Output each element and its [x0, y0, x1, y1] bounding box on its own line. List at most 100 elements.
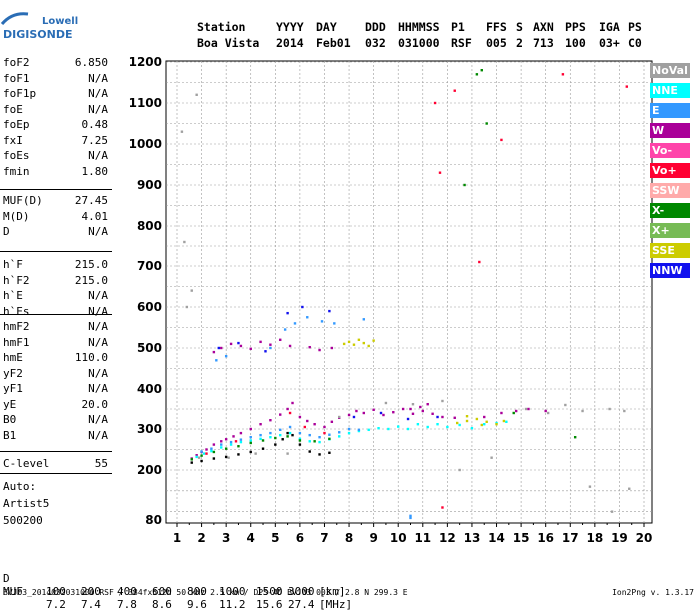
data-point: [308, 440, 311, 443]
data-point: [286, 407, 289, 411]
param-name: hmF1: [3, 335, 30, 349]
param-name: fxI: [3, 133, 23, 147]
data-point: [328, 451, 331, 454]
logo-swoosh: [0, 12, 29, 25]
header-value: 2: [516, 36, 523, 50]
data-point: [298, 443, 302, 446]
data-point: [220, 440, 223, 443]
distance-value: 3000: [288, 585, 315, 598]
param-name: foEs: [3, 149, 30, 162]
distance-row: D 100 200 400 600 800 1000 1500 3000 [km]: [3, 559, 346, 598]
data-point: [183, 240, 186, 244]
distance-value: 1000: [219, 585, 246, 598]
param-value: N/A: [88, 102, 108, 116]
data-point: [421, 409, 424, 413]
data-point: [527, 407, 530, 411]
data-point: [239, 438, 243, 441]
data-point: [318, 348, 321, 352]
data-point: [269, 343, 272, 346]
data-point: [298, 431, 302, 435]
param-value: 7.25: [81, 133, 109, 147]
legend-item: NNE: [650, 83, 690, 98]
y-tick-label: 1100: [129, 96, 162, 110]
param-row: fmin 1.80: [3, 165, 108, 179]
header-label: DAY: [316, 20, 337, 34]
data-point: [330, 420, 334, 423]
param-name: yF2: [3, 366, 23, 380]
distance-value: 200: [81, 585, 101, 598]
x-tick-label: 12: [439, 531, 456, 545]
param-name: B0: [3, 413, 17, 426]
param-value: N/A: [88, 289, 108, 302]
param-row: h`F2 215.0: [3, 274, 108, 288]
data-point: [564, 403, 567, 407]
data-point: [514, 409, 518, 413]
header-value: C0: [628, 36, 642, 50]
header-label: FFS: [486, 20, 507, 34]
data-point: [286, 452, 289, 455]
param-row: foEp 0.48: [3, 118, 108, 132]
param-row: C-level 55: [3, 457, 108, 471]
data-point: [480, 69, 483, 72]
distance-value: 400: [117, 585, 137, 598]
param-name: fmin: [3, 164, 30, 178]
data-point: [249, 427, 252, 431]
param-value: 20.0: [81, 397, 109, 411]
autoscaling-info: Auto:: [3, 480, 37, 493]
param-value: N/A: [88, 87, 108, 100]
data-point: [293, 322, 297, 325]
x-tick-label: 3: [222, 531, 230, 545]
data-point: [220, 346, 223, 350]
param-value: N/A: [88, 413, 108, 426]
header-label: IGA: [599, 20, 620, 34]
param-row: MUF(D) 27.45: [3, 194, 108, 208]
header-value: 03+: [599, 36, 620, 50]
muf-label: MUF: [3, 585, 23, 598]
y-tick-label: 1200: [129, 55, 162, 69]
data-point: [215, 359, 218, 362]
data-point: [406, 427, 410, 431]
data-point: [254, 452, 257, 455]
y-tick-label: 1000: [129, 137, 162, 151]
panel-divider: [0, 473, 112, 474]
data-point: [190, 461, 193, 464]
data-point: [200, 454, 203, 457]
data-point: [347, 431, 351, 435]
unit-label: [km]: [319, 585, 346, 598]
header-value: RSF: [451, 36, 472, 50]
data-point: [279, 433, 282, 437]
legend-item: NoVal: [650, 63, 690, 78]
data-point: [239, 440, 243, 444]
data-point: [323, 425, 326, 429]
data-point: [269, 431, 272, 435]
data-point: [205, 448, 208, 451]
header-value: 100: [565, 36, 586, 50]
data-point: [274, 436, 277, 440]
data-point: [347, 427, 351, 431]
param-value: 27.45: [74, 194, 108, 207]
param-value: N/A: [88, 149, 108, 162]
data-point: [323, 431, 326, 435]
data-point: [416, 423, 420, 426]
param-value: 215.0: [74, 273, 108, 287]
param-name: M(D): [3, 209, 30, 223]
param-row: hmE 110.0: [3, 351, 108, 365]
legend-item: W: [650, 123, 690, 138]
data-point: [281, 438, 284, 441]
data-point: [308, 345, 311, 349]
y-tick-label: 200: [137, 463, 162, 477]
data-point: [234, 440, 238, 443]
data-point: [500, 411, 503, 415]
data-point: [625, 85, 628, 88]
header-label: S: [516, 20, 523, 34]
header-label: Station: [197, 20, 246, 34]
data-point: [338, 431, 341, 434]
x-tick-label: 18: [586, 531, 603, 545]
data-point: [453, 416, 456, 419]
param-row: M(D) 4.01: [3, 210, 108, 224]
data-point: [372, 408, 375, 411]
x-tick-label: 16: [537, 531, 554, 545]
data-point: [379, 411, 383, 415]
data-point: [610, 510, 614, 513]
